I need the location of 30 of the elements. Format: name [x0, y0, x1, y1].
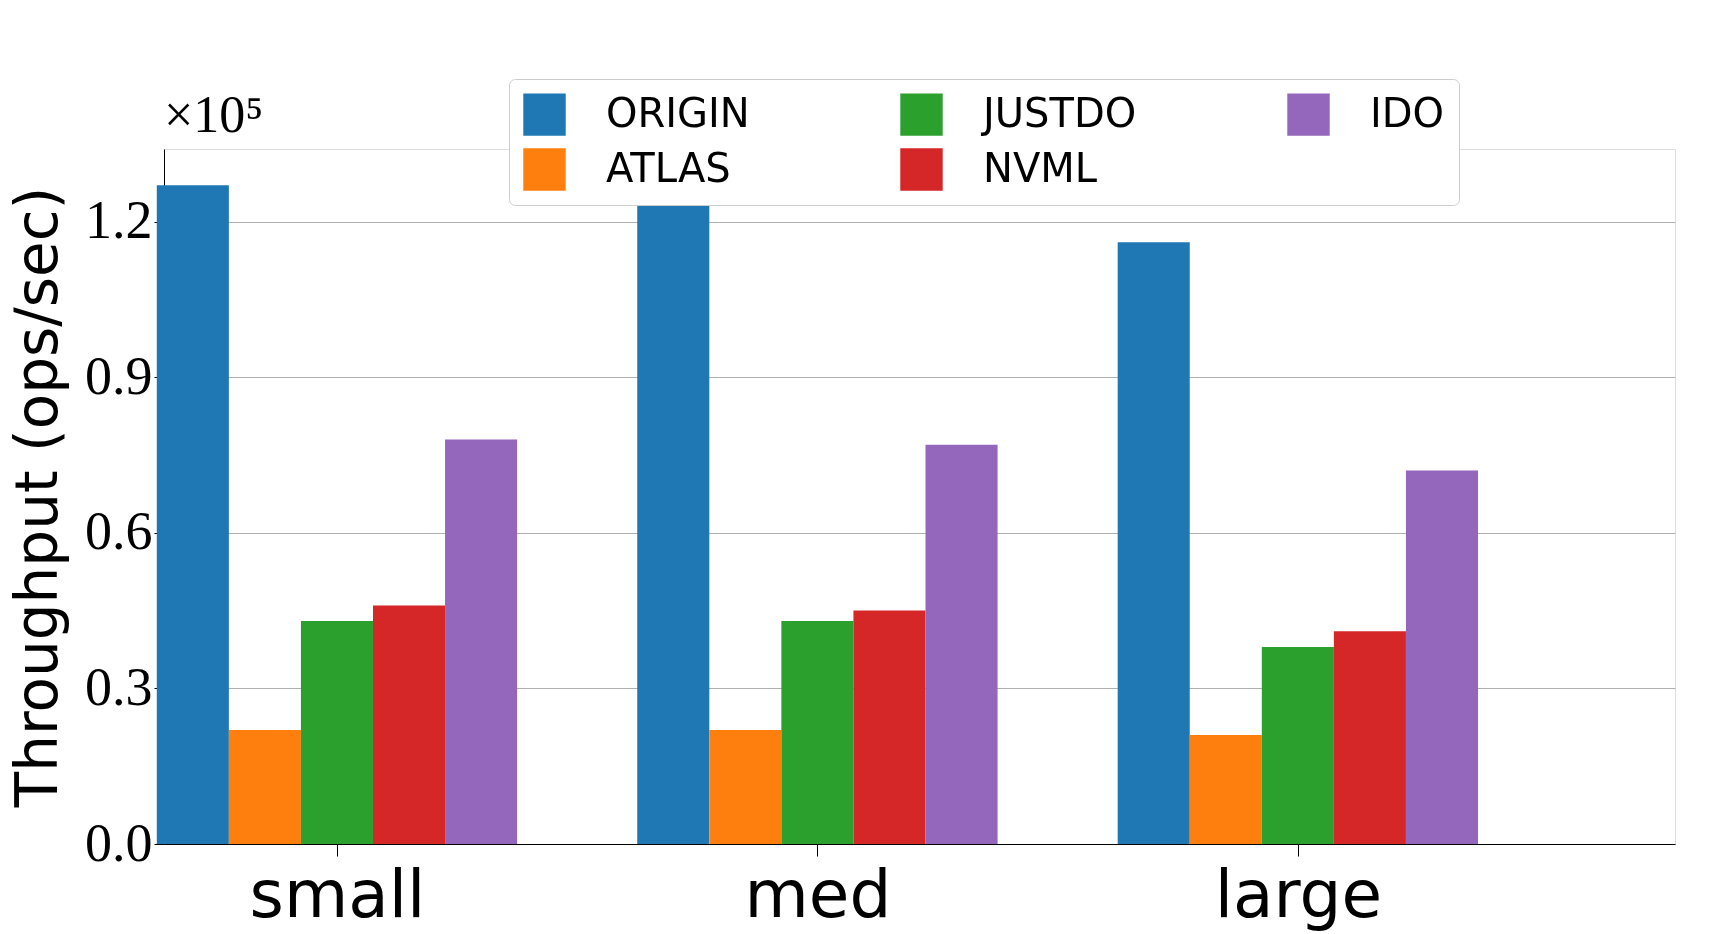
y-tick-label: 0.6 [85, 501, 153, 562]
bar [1405, 470, 1479, 844]
legend-label: JUSTDO [980, 89, 1137, 136]
y-tick-label: 0.9 [85, 345, 153, 406]
legend-label: IDO [1370, 89, 1445, 136]
y-axis-title: Throughput (ops/sec) [3, 186, 71, 809]
bar [1261, 646, 1334, 844]
bar [372, 605, 446, 844]
y-tick-label: 1.2 [85, 190, 153, 251]
x-tick-label: large [1214, 855, 1382, 933]
bar [637, 206, 710, 844]
y-tick-label: 0.0 [85, 812, 153, 873]
bar [925, 444, 998, 844]
x-tick-label: med [744, 855, 892, 933]
x-tick-label: small [249, 855, 426, 933]
bar [1333, 631, 1406, 844]
bar [781, 620, 854, 844]
bar [228, 729, 301, 844]
bar [156, 185, 229, 844]
y-tick-label: 0.3 [85, 656, 153, 717]
bar [709, 729, 782, 844]
legend-label: ATLAS [606, 144, 731, 191]
bar [300, 620, 373, 844]
legend-label: ORIGIN [606, 89, 750, 136]
text: ×10⁵ [164, 86, 264, 143]
bar [445, 439, 518, 844]
bar [853, 610, 926, 844]
bar [1189, 735, 1262, 844]
bar [1117, 242, 1190, 844]
legend-label: NVML [983, 144, 1098, 191]
